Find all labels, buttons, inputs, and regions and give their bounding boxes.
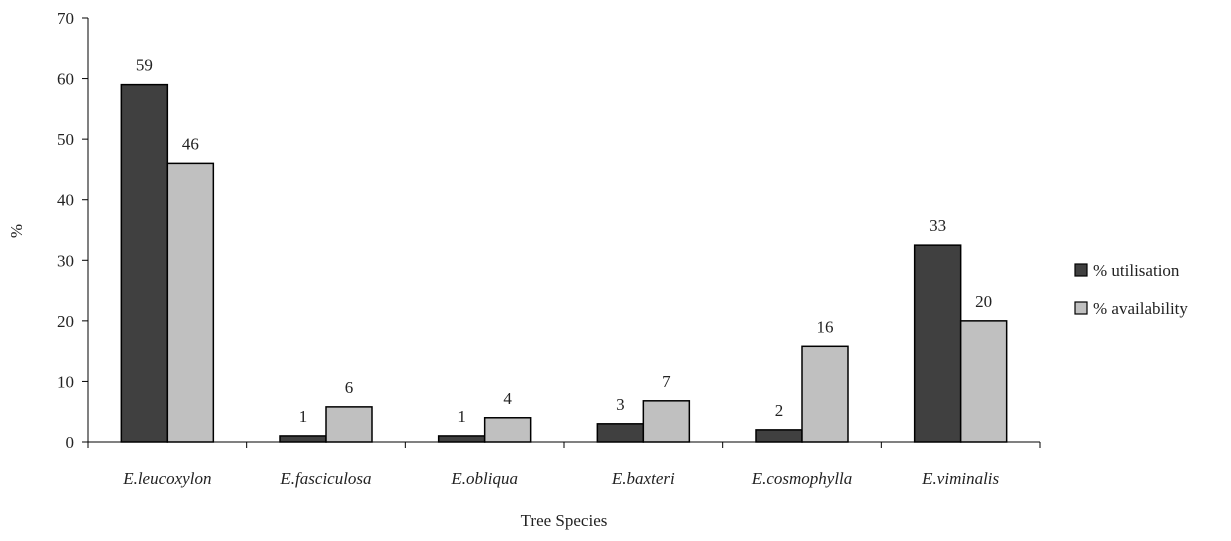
bar-availability [483, 417, 532, 443]
y-ticks-layer: 0 10 20 30 40 50 60 70 [57, 9, 88, 452]
category-label: E.leucoxylon [122, 469, 211, 488]
bar-availability [166, 162, 215, 443]
y-axis-title: % [7, 224, 26, 238]
data-label: 3 [616, 395, 625, 414]
x-ticks-layer [87, 442, 1041, 448]
bar-availability [801, 345, 849, 443]
legend-swatch [1074, 263, 1088, 277]
bar-utilisation [755, 429, 803, 443]
bar-utilisation [596, 423, 645, 443]
y-tick-label: 20 [57, 312, 74, 331]
y-tick-label: 50 [57, 130, 74, 149]
y-tick-label: 70 [57, 9, 74, 28]
bar-availability [959, 320, 1008, 443]
category-label: E.fasciculosa [279, 469, 371, 488]
category-label: E.baxteri [611, 469, 675, 488]
data-label: 1 [457, 407, 466, 426]
legend-label: % utilisation [1093, 261, 1180, 280]
y-tick-label: 60 [57, 70, 74, 89]
bar-availability [642, 400, 691, 443]
legend-swatch [1074, 301, 1088, 315]
data-label: 59 [136, 56, 153, 75]
data-label: 6 [345, 378, 354, 397]
bar-utilisation [120, 83, 169, 443]
data-labels-layer: 59 1 1 3 2 33 46 6 4 7 16 20 [136, 56, 992, 426]
data-label: 2 [775, 401, 784, 420]
data-label: 7 [662, 372, 671, 391]
bars-layer [120, 83, 1008, 443]
data-label: 1 [299, 407, 308, 426]
y-tick-label: 30 [57, 251, 74, 270]
y-tick-label: 10 [57, 372, 74, 391]
bar-utilisation [913, 244, 962, 443]
data-label: 46 [182, 134, 199, 153]
data-label: 33 [929, 216, 946, 235]
bar-availability [325, 406, 373, 443]
axes-layer [87, 18, 1040, 443]
data-label: 16 [817, 317, 834, 336]
data-label: 20 [975, 292, 992, 311]
category-labels-layer: E.leucoxylon E.fasciculosa E.obliqua E.baxt… [122, 469, 999, 488]
bar-utilisation [279, 435, 327, 443]
bar-utilisation [437, 435, 486, 443]
category-label: E.viminalis [921, 469, 999, 488]
legend-label: % availability [1093, 299, 1188, 318]
legend: % utilisation % availability [1074, 261, 1188, 318]
category-label: E.cosmophylla [751, 469, 853, 488]
x-axis-title: Tree Species [521, 511, 608, 530]
data-label: 4 [503, 389, 512, 408]
y-tick-label: 0 [66, 433, 75, 452]
y-tick-label: 40 [57, 191, 74, 210]
category-label: E.obliqua [450, 469, 518, 488]
